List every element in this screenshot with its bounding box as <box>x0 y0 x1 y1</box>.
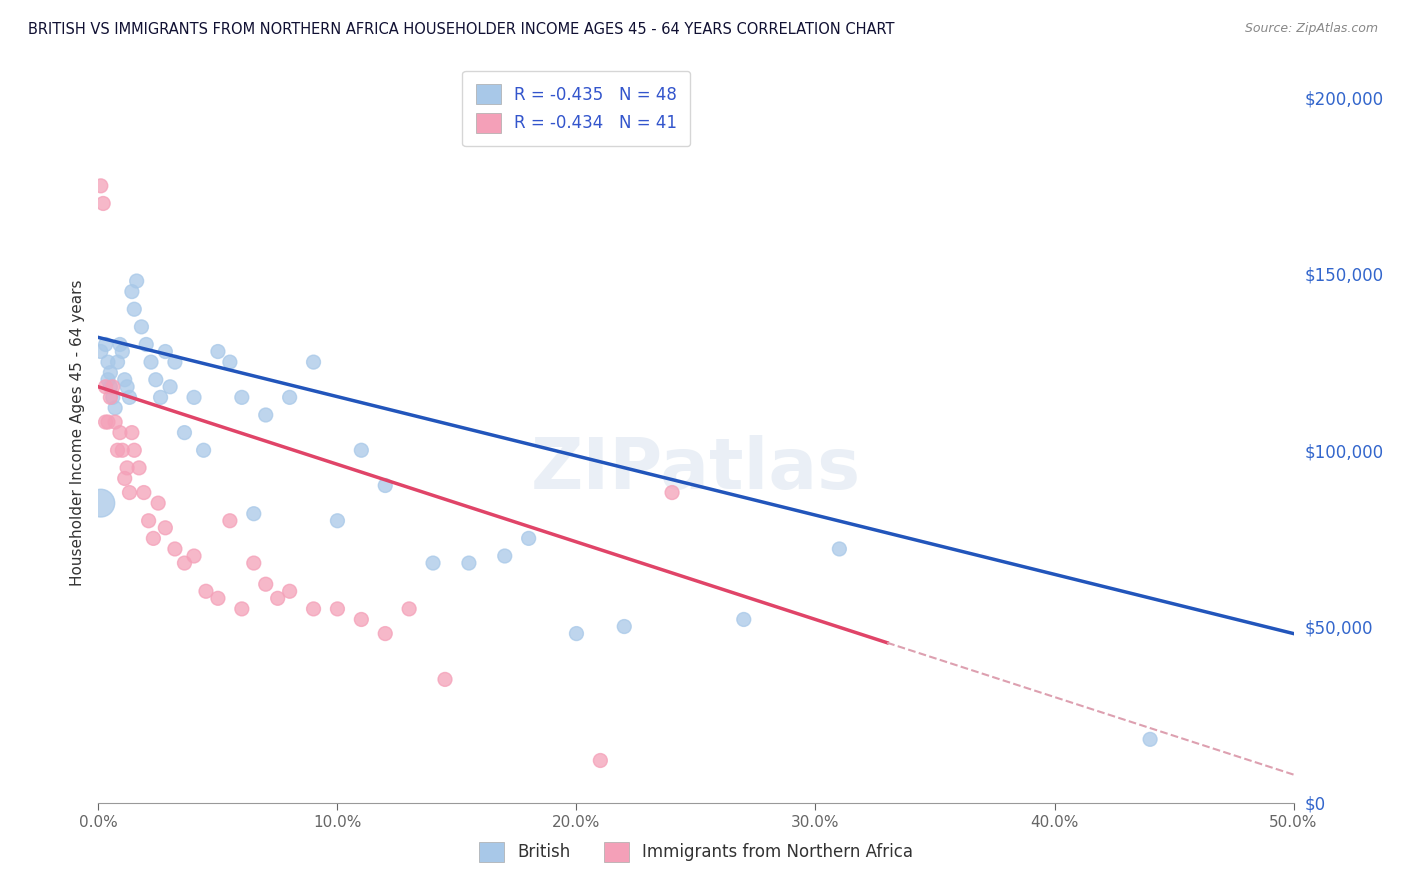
Point <box>101 380 124 394</box>
Point <box>97 355 120 369</box>
Point <box>132 485 155 500</box>
Point <box>98 366 122 380</box>
Point <box>104 415 127 429</box>
Point <box>302 355 325 369</box>
Point <box>183 390 205 404</box>
Point <box>231 602 253 616</box>
Point <box>118 485 141 500</box>
Legend: British, Immigrants from Northern Africa: British, Immigrants from Northern Africa <box>472 835 920 869</box>
Point <box>131 319 153 334</box>
Point <box>91 196 114 211</box>
Point <box>398 602 420 616</box>
Point <box>254 408 277 422</box>
Point <box>155 344 177 359</box>
Point <box>733 612 755 626</box>
Point <box>94 415 117 429</box>
Point <box>828 541 851 556</box>
Point <box>94 380 117 394</box>
Point <box>517 532 540 546</box>
Point <box>326 514 349 528</box>
Point <box>278 390 301 404</box>
Point <box>125 274 148 288</box>
Point <box>148 496 170 510</box>
Point <box>149 390 172 404</box>
Point <box>98 380 122 394</box>
Point <box>422 556 444 570</box>
Point <box>114 373 136 387</box>
Point <box>111 443 134 458</box>
Point <box>565 626 588 640</box>
Point <box>326 602 349 616</box>
Point <box>494 549 516 563</box>
Point <box>173 425 195 440</box>
Point <box>207 344 229 359</box>
Point <box>159 380 181 394</box>
Point <box>111 344 134 359</box>
Point <box>115 380 138 394</box>
Point <box>104 401 127 415</box>
Point <box>219 355 242 369</box>
Point <box>108 337 131 351</box>
Point <box>613 619 636 633</box>
Point <box>124 443 146 458</box>
Point <box>173 556 195 570</box>
Point <box>101 390 124 404</box>
Point <box>114 471 136 485</box>
Point <box>219 514 242 528</box>
Point <box>90 496 112 510</box>
Point <box>90 344 112 359</box>
Point <box>350 612 373 626</box>
Point <box>124 302 146 317</box>
Point <box>97 373 120 387</box>
Point <box>589 754 612 768</box>
Text: Source: ZipAtlas.com: Source: ZipAtlas.com <box>1244 22 1378 36</box>
Point <box>374 626 396 640</box>
Point <box>302 602 325 616</box>
Point <box>139 355 162 369</box>
Point <box>138 514 160 528</box>
Point <box>163 541 186 556</box>
Y-axis label: Householder Income Ages 45 - 64 years: Householder Income Ages 45 - 64 years <box>69 279 84 586</box>
Point <box>142 532 165 546</box>
Point <box>115 461 138 475</box>
Point <box>97 415 120 429</box>
Point <box>1139 732 1161 747</box>
Point <box>98 390 122 404</box>
Text: BRITISH VS IMMIGRANTS FROM NORTHERN AFRICA HOUSEHOLDER INCOME AGES 45 - 64 YEARS: BRITISH VS IMMIGRANTS FROM NORTHERN AFRI… <box>28 22 894 37</box>
Point <box>195 584 218 599</box>
Point <box>145 373 167 387</box>
Point <box>243 556 266 570</box>
Point <box>155 521 177 535</box>
Point <box>163 355 186 369</box>
Point <box>108 425 131 440</box>
Point <box>94 337 117 351</box>
Point <box>458 556 481 570</box>
Point <box>128 461 150 475</box>
Point <box>278 584 301 599</box>
Point <box>267 591 290 606</box>
Point <box>243 507 266 521</box>
Point <box>121 425 143 440</box>
Point <box>661 485 683 500</box>
Point <box>350 443 373 458</box>
Point <box>231 390 253 404</box>
Point <box>118 390 141 404</box>
Point <box>183 549 205 563</box>
Point <box>121 285 143 299</box>
Point <box>107 443 129 458</box>
Point <box>207 591 229 606</box>
Point <box>254 577 277 591</box>
Point <box>374 478 396 492</box>
Point <box>193 443 215 458</box>
Point <box>107 355 129 369</box>
Point <box>434 673 457 687</box>
Point <box>135 337 157 351</box>
Point <box>90 178 112 193</box>
Text: ZIPatlas: ZIPatlas <box>531 435 860 504</box>
